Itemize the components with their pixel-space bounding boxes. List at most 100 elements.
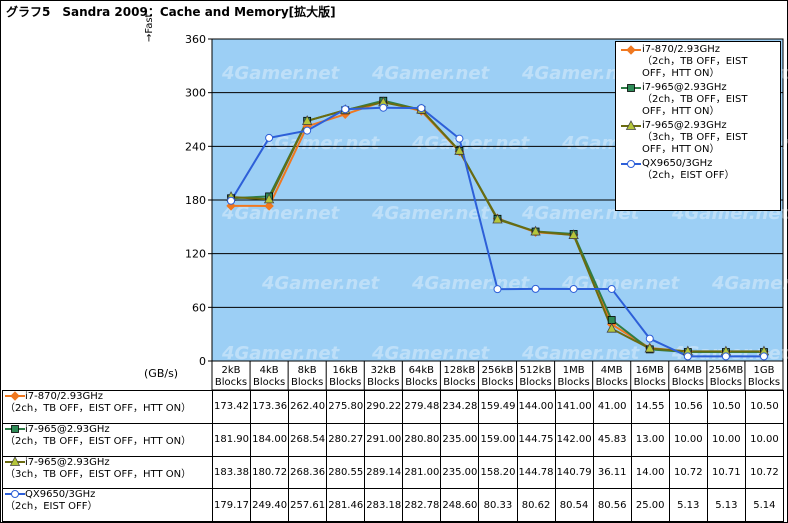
legend-label: （2ch，TB OFF，EIST [642, 94, 748, 105]
data-point [9, 455, 21, 466]
legend-label: （2ch，EIST OFF） [642, 170, 735, 181]
y-tick-label: 180 [185, 194, 206, 207]
data-point [607, 316, 616, 324]
table-series-detail: （2ch，TB OFF，EIST OFF，HTT ON） [5, 403, 192, 414]
table-row: i7-965@2.93GHz （2ch，TB OFF，EIST OFF，HTT O… [2, 422, 784, 457]
table-cell: 144.78 [516, 455, 556, 490]
x-tick-label: Blocks [634, 377, 666, 388]
legend-swatch [620, 158, 642, 170]
watermark-text: 4Gamer.net [371, 343, 491, 364]
x-tick-label: Blocks [481, 377, 513, 388]
watermark-text: 4Gamer.net [261, 133, 381, 154]
legend-item: i7-965@2.93GHz （3ch，TB OFF，EIST OFF，HTT ON… [620, 120, 776, 156]
legend-label: （3ch，TB OFF，EIST [642, 132, 748, 143]
x-tick-label: 16kB [333, 365, 359, 376]
data-point [454, 144, 465, 155]
data-point [341, 105, 350, 114]
table-cell: 25.00 [630, 488, 670, 522]
x-tick-label: 16MB [636, 365, 664, 376]
table-row-header: i7-965@2.93GHz （3ch，TB OFF，EIST OFF，HTT O… [2, 455, 213, 490]
table-cell: 141.00 [554, 390, 594, 424]
x-tick-label: 2kB [222, 365, 241, 376]
table-cell: 234.28 [440, 390, 480, 424]
data-point [569, 284, 578, 293]
table-cell: 10.50 [706, 390, 746, 424]
x-tick-label: 4MB [601, 365, 623, 376]
table-cell: 158.20 [478, 455, 518, 490]
table-cell: 13.00 [630, 422, 670, 457]
data-point [455, 134, 464, 143]
x-tick-label: Blocks [405, 377, 437, 388]
table-cell: 159.00 [478, 422, 518, 457]
watermark-text: 4Gamer.net [221, 343, 341, 364]
data-point [10, 391, 20, 401]
legend-label: （2ch，TB OFF，EIST [642, 56, 748, 67]
table-cell: 14.00 [630, 455, 670, 490]
watermark-text: 4Gamer.net [221, 63, 341, 84]
watermark-text: 4Gamer.net [371, 203, 491, 224]
table-cell: 268.36 [288, 455, 328, 490]
x-tick-label: Blocks [748, 377, 780, 388]
table-series-detail: （2ch，EIST OFF） [5, 501, 98, 513]
table-cell: 173.42 [211, 390, 252, 424]
data-point [645, 334, 654, 343]
table-cell: 235.00 [440, 455, 480, 490]
x-tick-label: 4kB [260, 365, 279, 376]
data-point [11, 490, 19, 499]
legend-item: i7-965@2.93GHz （2ch，TB OFF，EIST OFF，HTT ON… [620, 82, 776, 118]
x-tick-label: 256kB [482, 365, 514, 376]
watermark-text: 4Gamer.net [521, 63, 641, 84]
y-tick-label: 360 [185, 33, 206, 46]
table-cell: 281.46 [326, 488, 366, 522]
data-point [11, 424, 19, 433]
data-point [626, 45, 636, 55]
table-cell: 45.83 [592, 422, 632, 457]
data-point [606, 322, 617, 333]
data-point [492, 213, 503, 224]
data-point [627, 160, 635, 168]
y-tick-label: 300 [185, 87, 206, 100]
table-cell: 80.33 [478, 488, 518, 522]
table-series-name: QX9650/3GHz [25, 489, 96, 501]
table-cell: 275.80 [326, 390, 366, 424]
watermark-text: 4Gamer.net [221, 203, 341, 224]
data-point [568, 229, 579, 239]
data-point [493, 285, 502, 294]
data-point [530, 225, 541, 236]
x-tick-label: Blocks [443, 377, 475, 388]
table-cell: 36.11 [592, 455, 632, 490]
legend-label: OFF，HTT ON） [642, 68, 720, 79]
y-axis-unit: (GB/s) [144, 367, 179, 380]
legend-swatch [620, 120, 642, 132]
y-tick-label: 60 [192, 301, 206, 314]
x-tick-label: 1MB [563, 365, 585, 376]
table-cell: 179.17 [211, 488, 252, 522]
x-tick-label: Blocks [558, 377, 590, 388]
table-cell: 289.14 [364, 455, 404, 490]
watermark-text: 4Gamer.net [711, 273, 788, 294]
x-tick-label: Blocks [291, 377, 323, 388]
table-cell: 10.00 [744, 422, 784, 457]
data-point [721, 352, 730, 361]
data-table: i7-870/2.93GHz （2ch，TB OFF，EIST OFF，HTT O… [2, 390, 784, 522]
data-point [644, 342, 655, 353]
table-cell: 181.90 [211, 422, 252, 457]
data-point [625, 120, 637, 130]
table-cell: 10.56 [668, 390, 708, 424]
data-point [417, 104, 426, 113]
table-cell: 280.27 [326, 422, 366, 457]
data-point [531, 284, 540, 293]
x-tick-label: 64kB [409, 365, 435, 376]
watermark-text: 4Gamer.net [411, 273, 531, 294]
chart-title: グラフ5 Sandra 2009：Cache and Memory[拡大版] [6, 5, 336, 19]
table-row: i7-870/2.93GHz （2ch，TB OFF，EIST OFF，HTT O… [2, 390, 784, 424]
table-cell: 41.00 [592, 390, 632, 424]
table-cell: 10.00 [706, 422, 746, 457]
table-row-header: QX9650/3GHz （2ch，EIST OFF） [2, 488, 213, 522]
legend-label: OFF，HTT ON） [642, 144, 720, 155]
legend-label: i7-870/2.93GHz [642, 44, 720, 55]
x-tick-label: Blocks [519, 377, 551, 388]
table-row-header: i7-870/2.93GHz （2ch，TB OFF，EIST OFF，HTT O… [2, 390, 213, 424]
table-cell: 140.79 [554, 455, 594, 490]
table-cell: 10.71 [706, 455, 746, 490]
